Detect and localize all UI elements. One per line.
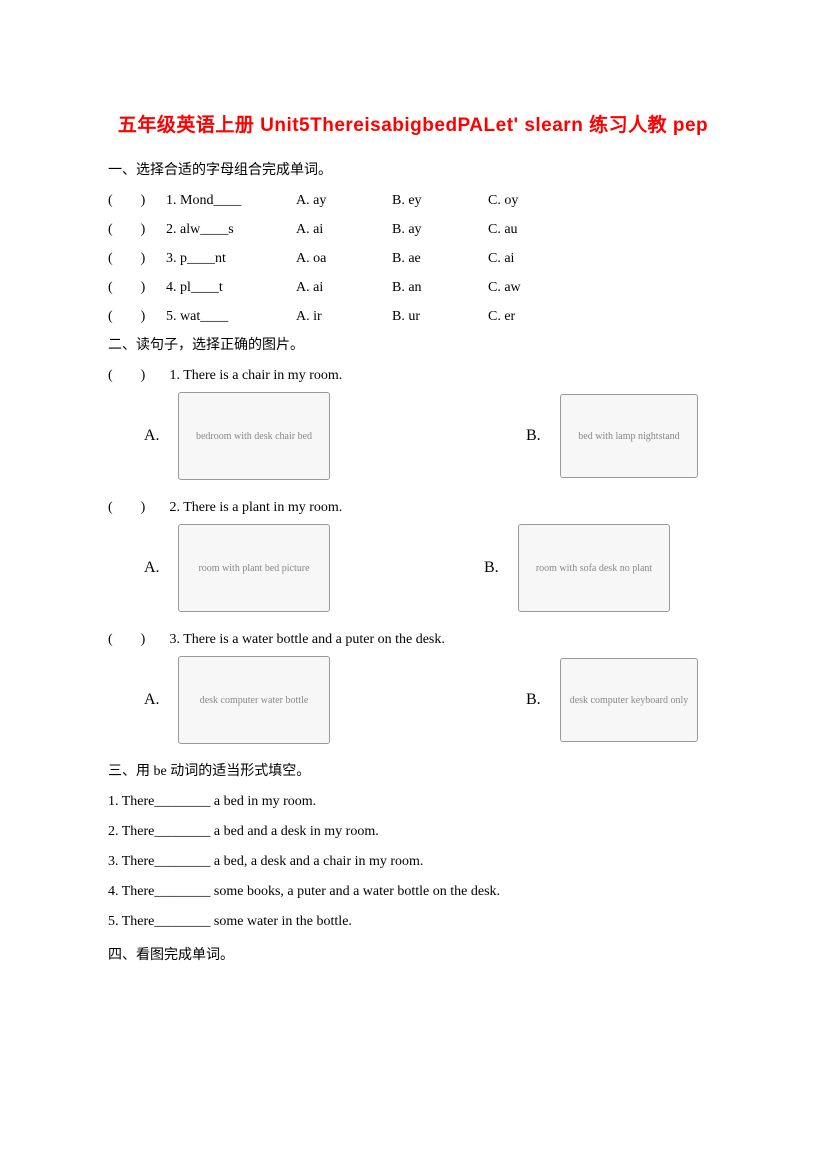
option-c: C. au (488, 222, 584, 238)
answer-paren[interactable]: ( ) (108, 496, 166, 516)
q2-image-a: room with plant bed picture (178, 524, 330, 612)
question-word: 4. pl____t (166, 280, 296, 296)
question-word: 3. p____nt (166, 251, 296, 267)
sentence-text: 1. There is a chair in my room. (170, 368, 343, 383)
sentence-text: 2. There is a plant in my room. (170, 500, 343, 515)
section-4-head: 四、看图完成单词。 (108, 944, 718, 964)
option-label-b: B. (526, 691, 554, 709)
option-c: C. aw (488, 280, 584, 296)
q1-image-b: bed with lamp nightstand (560, 394, 698, 478)
s3-item-5: 5. There________ some water in the bottl… (108, 914, 718, 930)
option-label-b: B. (526, 427, 554, 445)
sentence-text: 3. There is a water bottle and a puter o… (170, 632, 445, 647)
s1-row-3: ( ) 3. p____nt A. oa B. ae C. ai (108, 247, 718, 267)
option-label-a: A. (144, 559, 172, 577)
section-2-head: 二、读句子，选择正确的图片。 (108, 334, 718, 354)
option-a: A. oa (296, 251, 392, 267)
s3-item-1: 1. There________ a bed in my room. (108, 794, 718, 810)
question-word: 1. Mond____ (166, 193, 296, 209)
section-3-head: 三、用 be 动词的适当形式填空。 (108, 760, 718, 780)
option-a: A. ay (296, 193, 392, 209)
option-c: C. er (488, 309, 584, 325)
option-a: A. ai (296, 280, 392, 296)
section-1-head: 一、选择合适的字母组合完成单词。 (108, 159, 718, 179)
option-a: A. ir (296, 309, 392, 325)
page-title: 五年级英语上册 Unit5ThereisabigbedPALet' slearn… (108, 110, 718, 137)
s3-item-4: 4. There________ some books, a puter and… (108, 884, 718, 900)
page: 五年级英语上册 Unit5ThereisabigbedPALet' slearn… (0, 0, 826, 1014)
q3-image-a: desk computer water bottle (178, 656, 330, 744)
s1-row-1: ( ) 1. Mond____ A. ay B. ey C. oy (108, 189, 718, 209)
option-a: A. ai (296, 222, 392, 238)
answer-paren[interactable]: ( ) (108, 247, 166, 267)
option-label-b: B. (484, 559, 512, 577)
option-b: B. ey (392, 193, 488, 209)
option-b: B. ay (392, 222, 488, 238)
answer-paren[interactable]: ( ) (108, 628, 166, 648)
q2-image-b: room with sofa desk no plant (518, 524, 670, 612)
s1-row-4: ( ) 4. pl____t A. ai B. an C. aw (108, 276, 718, 296)
answer-paren[interactable]: ( ) (108, 305, 166, 325)
q1-image-a: bedroom with desk chair bed (178, 392, 330, 480)
option-b: B. ae (392, 251, 488, 267)
question-word: 5. wat____ (166, 309, 296, 325)
s2-q3-images: A. desk computer water bottle B. desk co… (108, 656, 718, 744)
option-c: C. oy (488, 193, 584, 209)
s1-row-2: ( ) 2. alw____s A. ai B. ay C. au (108, 218, 718, 238)
s3-item-2: 2. There________ a bed and a desk in my … (108, 824, 718, 840)
answer-paren[interactable]: ( ) (108, 218, 166, 238)
answer-paren[interactable]: ( ) (108, 364, 166, 384)
s2-q2: ( ) 2. There is a plant in my room. (108, 496, 718, 516)
option-b: B. ur (392, 309, 488, 325)
question-word: 2. alw____s (166, 222, 296, 238)
s2-q3: ( ) 3. There is a water bottle and a put… (108, 628, 718, 648)
answer-paren[interactable]: ( ) (108, 189, 166, 209)
q3-image-b: desk computer keyboard only (560, 658, 698, 742)
s2-q2-images: A. room with plant bed picture B. room w… (108, 524, 718, 612)
option-label-a: A. (144, 691, 172, 709)
s2-q1-images: A. bedroom with desk chair bed B. bed wi… (108, 392, 718, 480)
option-c: C. ai (488, 251, 584, 267)
answer-paren[interactable]: ( ) (108, 276, 166, 296)
s2-q1: ( ) 1. There is a chair in my room. (108, 364, 718, 384)
option-label-a: A. (144, 427, 172, 445)
s3-item-3: 3. There________ a bed, a desk and a cha… (108, 854, 718, 870)
s1-row-5: ( ) 5. wat____ A. ir B. ur C. er (108, 305, 718, 325)
option-b: B. an (392, 280, 488, 296)
